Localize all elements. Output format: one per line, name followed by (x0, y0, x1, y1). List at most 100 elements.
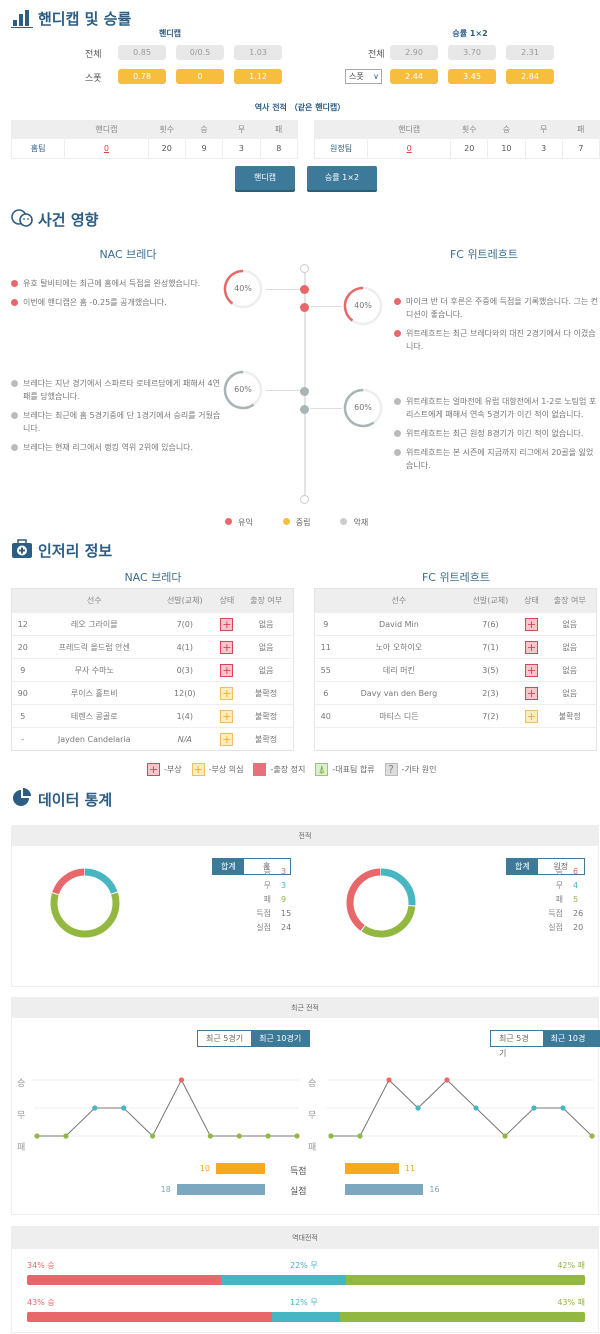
appearances: 2(3) (461, 681, 520, 705)
handicap-odds-value: 0.85 (118, 45, 166, 60)
record-tab[interactable]: 합계 (507, 859, 538, 874)
odds-odds-value: 3.45 (448, 69, 496, 84)
connector-line (266, 289, 300, 290)
handicap-odds-value: 0.78 (118, 69, 166, 84)
status-cell: + (519, 612, 544, 636)
odds-odds-value: 3.70 (448, 45, 496, 60)
stat-value: 26 (573, 909, 584, 918)
availability: 불확정 (239, 681, 294, 705)
away-goals-bar (345, 1163, 399, 1174)
event-text: 브레다는 지난 경기에서 스파르타 로테르담에게 패해서 4연패를 당했습니다. (23, 379, 220, 401)
legend-label: -부상 의심 (208, 765, 244, 774)
column-header: 승 (185, 120, 223, 139)
player-name[interactable]: Jayden Candelaria (33, 727, 155, 751)
stat-label: 패 (263, 895, 271, 904)
record-stat-row: 득점 26 (537, 908, 597, 919)
injury-row: 90 루이스 홀트비 12(0) + 불확정 (11, 681, 294, 705)
donut-segment-loss (346, 868, 416, 938)
recent-tab[interactable]: 최근 10경기 (542, 1031, 599, 1058)
connector-line (310, 306, 342, 307)
h2h-win-label: 34% 승 (27, 1261, 55, 1270)
player-name[interactable]: 프레드릭 올드럽 안센 (33, 635, 155, 659)
stat-label: 실점 (256, 923, 271, 932)
player-name[interactable]: 노아 오하이오 (336, 635, 462, 659)
bullet-dot (11, 444, 18, 451)
timeline-dot (300, 387, 309, 396)
record-panel: 전적 (11, 825, 599, 987)
recent-tab[interactable]: 최근 10경기 (251, 1031, 310, 1046)
stat-value: 20 (573, 923, 584, 932)
availability: 없음 (543, 658, 597, 682)
h2h-bar (27, 1312, 585, 1322)
h2h-loss-label: 43% 패 (557, 1298, 585, 1307)
handicap-button[interactable]: 핸디캡 (235, 166, 295, 190)
stat-label: 실점 (548, 923, 563, 932)
empty-cell (314, 727, 597, 751)
chevron-down-icon: ∨ (373, 72, 379, 81)
h2h-draw-segment (220, 1275, 346, 1285)
doubt-icon: + (525, 709, 538, 723)
percent-label: 40% (354, 301, 372, 310)
player-name[interactable]: David Min (336, 612, 462, 636)
injury-icon: + (525, 686, 538, 700)
event-item: 마이크 반 더 후른은 주중에 득점을 기록했습니다. 그는 컨디션이 좋습니다… (394, 295, 599, 321)
player-name[interactable]: Davy van den Berg (336, 681, 462, 705)
player-name[interactable]: 마티스 디든 (336, 704, 462, 728)
legend-neutral: 중립 (282, 517, 310, 528)
appearances: 7(6) (461, 612, 520, 636)
column-header: 승 (487, 120, 526, 139)
injury-home-team: NAC 브레다 (124, 571, 182, 584)
y-axis-label: 무 (17, 1111, 26, 1121)
column-header (314, 120, 368, 139)
injury-row: 9 David Min 7(6) + 없음 (314, 612, 597, 636)
injury-icon: + (525, 617, 538, 631)
y-axis-label: 패 (308, 1143, 317, 1153)
appearances: 0(3) (154, 658, 215, 682)
player-name[interactable]: 무사 수마노 (33, 658, 155, 682)
event-item: 위트레흐트는 얼마전에 유럽 대항전에서 1-2로 노팅엄 포리스트에게 패해서… (394, 395, 599, 421)
timeline-line (304, 272, 306, 498)
recent-tab[interactable]: 최근 5경기 (198, 1031, 252, 1046)
away-record-donut (341, 863, 421, 943)
h2h-loss-label: 42% 패 (557, 1261, 585, 1270)
player-name[interactable]: 레오 그라이믈 (33, 612, 155, 636)
home-record-donut (45, 863, 125, 943)
stat-label: 승 (263, 867, 271, 876)
odds-button[interactable]: 승률 1×2 (307, 166, 377, 190)
recent-tab[interactable]: 최근 5경기 (491, 1031, 543, 1058)
donut-segment-win (346, 868, 416, 938)
table-cell: 10 (487, 138, 526, 159)
status-cell: + (519, 635, 544, 659)
table-cell[interactable]: 0 (367, 138, 452, 159)
odds-type-select[interactable]: 스폿 ∨ (345, 69, 382, 84)
player-name[interactable]: 루이스 홀트비 (33, 681, 155, 705)
status-cell: + (214, 612, 240, 636)
odds-odds-value: 2.44 (390, 69, 438, 84)
row-label: 스폿 (85, 74, 102, 84)
h2h-loss-segment (340, 1312, 585, 1322)
record-tab[interactable]: 원정 (537, 859, 584, 874)
appearances: 7(0) (154, 612, 215, 636)
injury-row: 55 데리 머킨 3(5) + 없음 (314, 658, 597, 682)
record-tab[interactable]: 홈 (243, 859, 290, 874)
table-cell[interactable]: 0 (64, 138, 149, 159)
player-number: 5 (11, 704, 34, 728)
player-name[interactable]: 테렌스 콩골로 (33, 704, 155, 728)
event-item: 위트레흐트는 최근 브레다와의 대진 2경기에서 다 이겼습니다. (394, 327, 599, 353)
injury-icon: + (220, 640, 234, 654)
event-text: 위트레흐트는 최근 브레다와의 대진 2경기에서 다 이겼습니다. (406, 329, 596, 351)
empty-row (314, 727, 597, 751)
home-goals-bar (216, 1163, 265, 1174)
timeline-dot (300, 285, 309, 294)
team-label: 홈팀 (11, 138, 66, 159)
player-name[interactable]: 데리 머킨 (336, 658, 462, 682)
stat-value: 15 (281, 909, 292, 918)
away-recent-toggle: 최근 5경기 최근 10경기 (490, 1030, 600, 1058)
timeline-dot (300, 405, 309, 414)
event-item: 브레다는 지난 경기에서 스파르타 로테르담에게 패해서 4연패를 당했습니다. (11, 377, 221, 403)
record-tab[interactable]: 합계 (213, 859, 244, 874)
legend-label: -대표팀 합류 (332, 765, 375, 774)
availability: 없음 (543, 681, 597, 705)
